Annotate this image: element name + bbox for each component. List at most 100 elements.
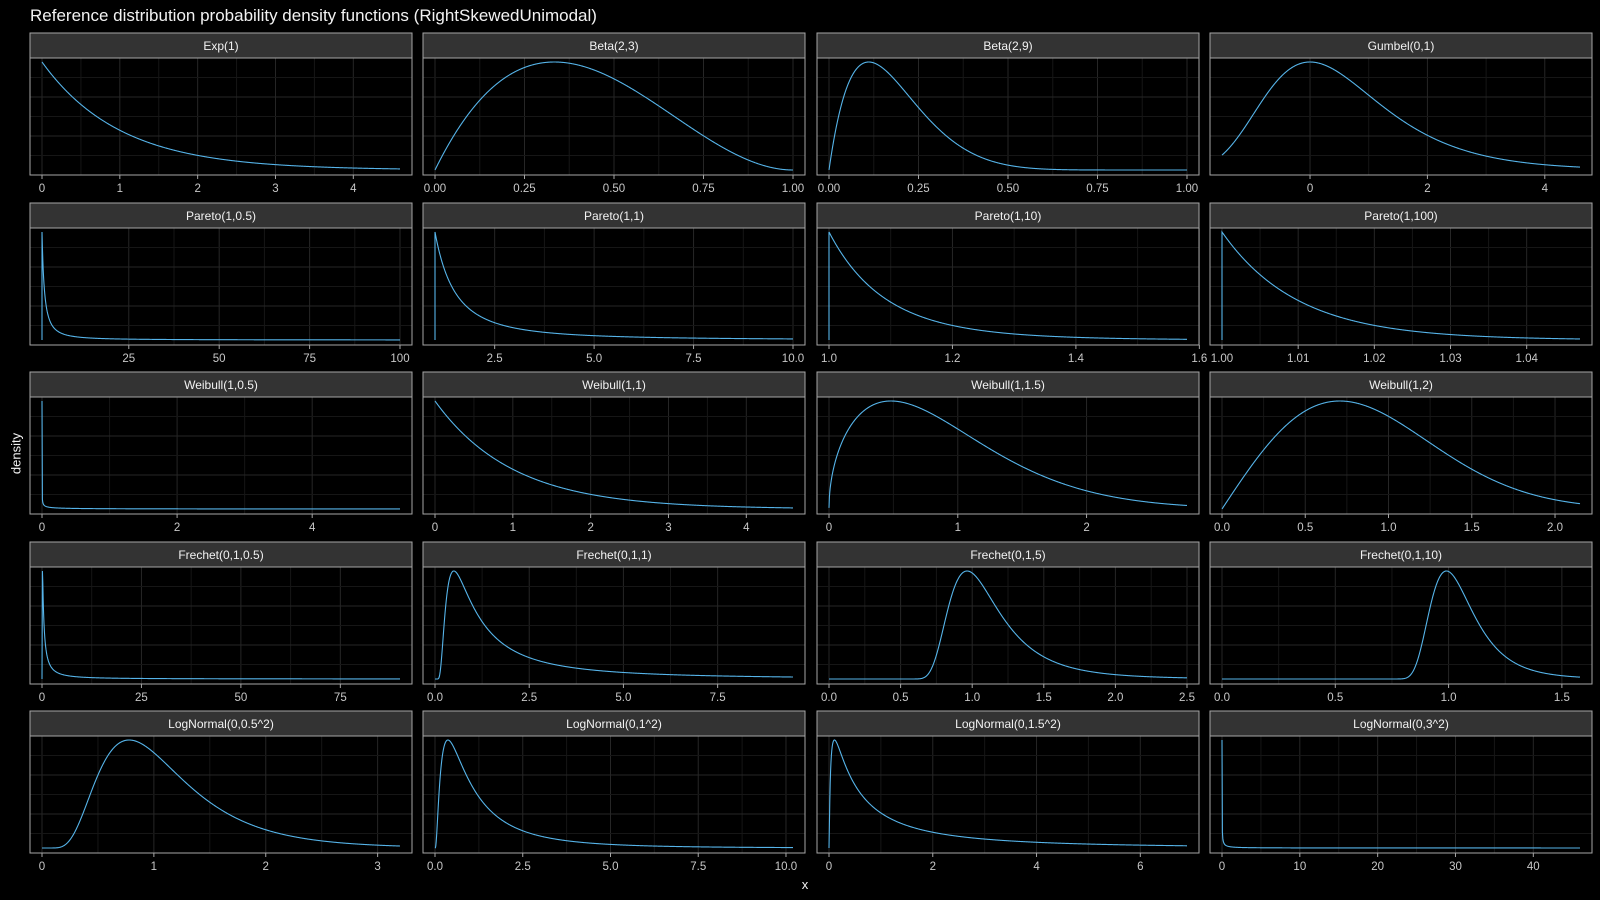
density-line (828, 61, 1187, 171)
x-tick-label: 5.0 (602, 861, 618, 873)
x-tick-label: 4 (1542, 183, 1549, 195)
facet-label: LogNormal(0,0.5^2) (168, 717, 274, 731)
facet-label: Pareto(1,0.5) (186, 209, 256, 223)
facet-panel: LogNormal(0,1.5^2) 0 2 4 6 (816, 710, 1200, 873)
facet-panel: Frechet(0,1,10) 0.0 0.5 1.0 1.5 (1209, 541, 1593, 704)
x-tick-label: 2 (174, 522, 180, 534)
facet-label: Pareto(1,1) (584, 209, 644, 223)
x-tick-label: 3 (272, 183, 278, 195)
facet-strip (422, 371, 806, 398)
x-tick-label: 2.0 (1547, 522, 1563, 534)
x-tick-label: 0.5 (1327, 692, 1343, 704)
facet-label: Beta(2,3) (589, 39, 638, 53)
facet-strip (816, 541, 1200, 568)
panel-border (816, 566, 1200, 685)
x-tick-label: 0.0 (821, 692, 837, 704)
x-tick-label: 0 (826, 522, 832, 534)
facet-label: Frechet(0,1,10) (1360, 548, 1442, 562)
x-tick-label: 0.0 (1214, 522, 1230, 534)
x-tick-label: 0 (1219, 861, 1225, 873)
x-tick-label: 2 (194, 183, 200, 195)
grid-lines (30, 58, 412, 175)
facet-strip (29, 202, 413, 229)
facet-panel: Weibull(1,2) 0.0 0.5 1.0 1.5 2.0 (1209, 371, 1593, 534)
x-tick-label: 0 (432, 522, 438, 534)
facet-label: Gumbel(0,1) (1368, 39, 1435, 53)
density-line (1221, 61, 1581, 168)
x-tick-label: 2.5 (487, 353, 503, 365)
density-line (828, 739, 1187, 849)
x-tick-label: 1 (955, 522, 961, 534)
x-tick-label: 25 (135, 692, 148, 704)
facet-strip (29, 541, 413, 568)
density-line (41, 231, 400, 341)
x-tick-label: 50 (213, 353, 226, 365)
x-tick-label: 0.75 (692, 183, 714, 195)
x-tick-label: 2 (1083, 522, 1089, 534)
facet-strip (816, 32, 1200, 59)
x-tick-label: 0 (826, 861, 832, 873)
facet-label: Pareto(1,100) (1364, 209, 1437, 223)
panel-border (816, 735, 1200, 854)
density-line (1221, 739, 1580, 849)
facet-panel: Frechet(0,1,1) 0.0 2.5 5.0 7.5 (422, 541, 806, 704)
x-tick-label: 0.25 (513, 183, 535, 195)
facet-label: Weibull(1,1) (582, 378, 646, 392)
x-tick-label: 20 (1371, 861, 1384, 873)
facet-strip (816, 371, 1200, 398)
facet-strip (1209, 32, 1593, 59)
facet-label: LogNormal(0,1^2) (566, 717, 662, 731)
panel-border (29, 566, 413, 685)
x-tick-label: 7.5 (710, 692, 726, 704)
facet-label: Exp(1) (203, 39, 238, 53)
panel-border (1209, 396, 1593, 515)
x-tick-label: 3 (374, 861, 380, 873)
density-line (434, 61, 793, 171)
grid-lines (1210, 397, 1592, 514)
facet-label: Pareto(1,10) (975, 209, 1042, 223)
x-tick-label: 10 (1293, 861, 1306, 873)
x-tick-label: 10.0 (782, 353, 804, 365)
x-tick-label: 1.0 (1441, 692, 1457, 704)
grid-lines (423, 228, 805, 345)
density-line (435, 570, 793, 680)
x-tick-label: 75 (303, 353, 316, 365)
x-tick-label: 2 (930, 861, 936, 873)
x-tick-label: 6 (1137, 861, 1143, 873)
panel-border (1209, 57, 1593, 176)
x-tick-label: 1 (510, 522, 516, 534)
panel-border (422, 396, 806, 515)
facet-panel: LogNormal(0,0.5^2) 0 1 2 3 (29, 710, 413, 873)
density-line (829, 570, 1188, 680)
x-tick-label: 1 (151, 861, 157, 873)
x-tick-label: 1.00 (1211, 353, 1233, 365)
facet-panel: Pareto(1,0.5) 25 50 75 100 (29, 202, 413, 365)
density-line (1221, 230, 1581, 340)
density-line (828, 231, 1187, 340)
x-tick-label: 2.0 (1107, 692, 1123, 704)
panel-border (29, 735, 413, 854)
x-tick-label: 1.5 (1464, 522, 1480, 534)
x-tick-label: 1.4 (1068, 353, 1085, 365)
x-tick-label: 75 (334, 692, 347, 704)
x-tick-label: 2 (587, 522, 593, 534)
facet-label: LogNormal(0,1.5^2) (955, 717, 1061, 731)
x-tick-label: 0 (39, 861, 45, 873)
x-tick-label: 2.5 (521, 692, 537, 704)
facet-label: Frechet(0,1,1) (576, 548, 651, 562)
grid-lines (817, 736, 1199, 853)
x-tick-label: 100 (390, 353, 409, 365)
facet-label: Frechet(0,1,5) (970, 548, 1045, 562)
x-tick-label: 2 (263, 861, 269, 873)
density-line (42, 739, 401, 849)
x-tick-label: 1.00 (1176, 183, 1198, 195)
x-tick-label: 7.5 (686, 353, 702, 365)
facet-panel: Frechet(0,1,0.5) 0 25 50 75 (29, 541, 413, 704)
grid-lines (817, 567, 1199, 684)
facet-panel: Exp(1) 0 1 2 3 4 (29, 32, 413, 195)
x-tick-label: 4 (350, 183, 357, 195)
grid-lines (1210, 736, 1592, 853)
facet-label: Weibull(1,0.5) (184, 378, 258, 392)
x-tick-label: 0.5 (893, 692, 909, 704)
